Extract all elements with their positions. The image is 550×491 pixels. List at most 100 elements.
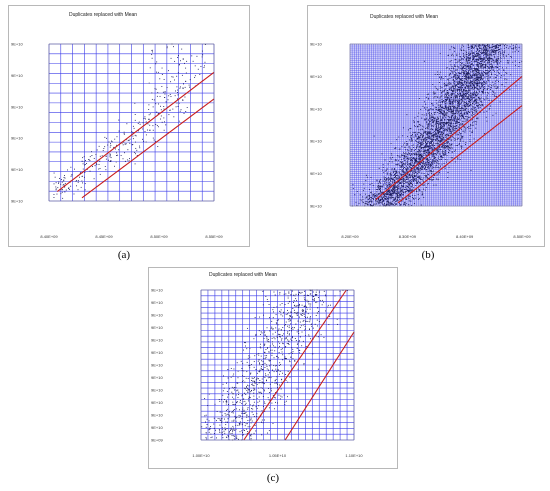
data-point [145,134,147,136]
data-point [483,88,485,90]
data-point [454,91,456,93]
data-point [458,107,460,109]
data-point [402,169,404,171]
data-point [432,122,434,124]
data-point [371,204,373,206]
data-point [487,88,489,90]
data-point [466,112,468,114]
data-point [377,194,379,195]
data-point [442,124,444,126]
data-point [298,293,299,295]
data-point [439,127,441,129]
data-point [458,144,460,146]
data-point [437,143,439,145]
data-point [463,113,465,115]
data-point [280,364,281,366]
data-point [412,165,414,167]
data-point [413,157,415,159]
data-point [134,163,136,165]
data-point [476,76,478,78]
data-point [383,178,385,180]
data-point [253,392,255,394]
data-point [385,179,387,181]
data-point [483,83,485,85]
data-point [478,51,480,53]
data-point [148,109,150,110]
data-point [438,159,440,161]
data-point [477,79,479,81]
data-point [470,76,472,78]
data-point [451,133,453,135]
data-point [425,162,427,164]
data-point [158,103,159,105]
data-point [444,154,446,156]
data-point [460,116,462,118]
data-point [482,65,484,67]
data-point [417,193,419,195]
data-point [402,164,404,165]
data-point [399,164,401,166]
data-point [464,102,466,103]
data-point [291,317,293,319]
data-point [203,67,205,69]
data-point [401,179,403,181]
data-point [417,133,418,135]
data-point [512,61,514,63]
data-point [440,127,442,129]
data-point [379,196,381,198]
data-point [496,50,498,51]
data-point [469,74,471,76]
data-point [421,136,423,138]
data-point [279,384,280,386]
data-point [436,138,438,140]
data-point [472,87,474,89]
data-point [486,45,488,47]
scatter-chart-c: Duplicates replaced with Mean9E+099E+109… [151,272,363,458]
data-point [415,156,417,158]
data-point [244,404,246,406]
data-point [479,73,481,75]
data-point [387,196,389,198]
data-point [454,80,456,82]
data-point [321,304,323,306]
data-point [462,55,464,57]
data-point [428,109,429,111]
data-point [399,148,401,150]
data-point [440,149,442,150]
data-point [467,98,469,100]
data-point [410,180,412,181]
data-point [264,362,266,364]
data-point [247,327,249,329]
data-point [452,100,454,102]
data-point [440,119,442,121]
data-point [465,81,467,83]
data-point [269,345,271,347]
data-point [501,50,503,52]
data-point [462,94,464,96]
data-point [439,129,441,131]
data-point [57,187,59,189]
data-point [404,191,406,193]
data-point [444,152,446,154]
data-point [416,154,417,156]
data-point [467,103,469,105]
data-point [133,127,135,129]
data-point [484,52,486,54]
data-point [444,94,446,96]
data-point [457,122,459,124]
data-point [457,75,459,76]
data-point [389,184,391,186]
data-point [477,72,479,74]
data-point [417,137,419,139]
data-point [424,131,426,133]
data-point [464,88,465,90]
data-point [386,190,388,192]
data-point [431,171,433,173]
data-point [125,143,127,145]
data-point [419,148,421,150]
data-point [454,161,456,163]
data-point [476,117,477,119]
data-point [465,60,467,61]
data-point [402,155,404,156]
data-point [486,120,488,122]
